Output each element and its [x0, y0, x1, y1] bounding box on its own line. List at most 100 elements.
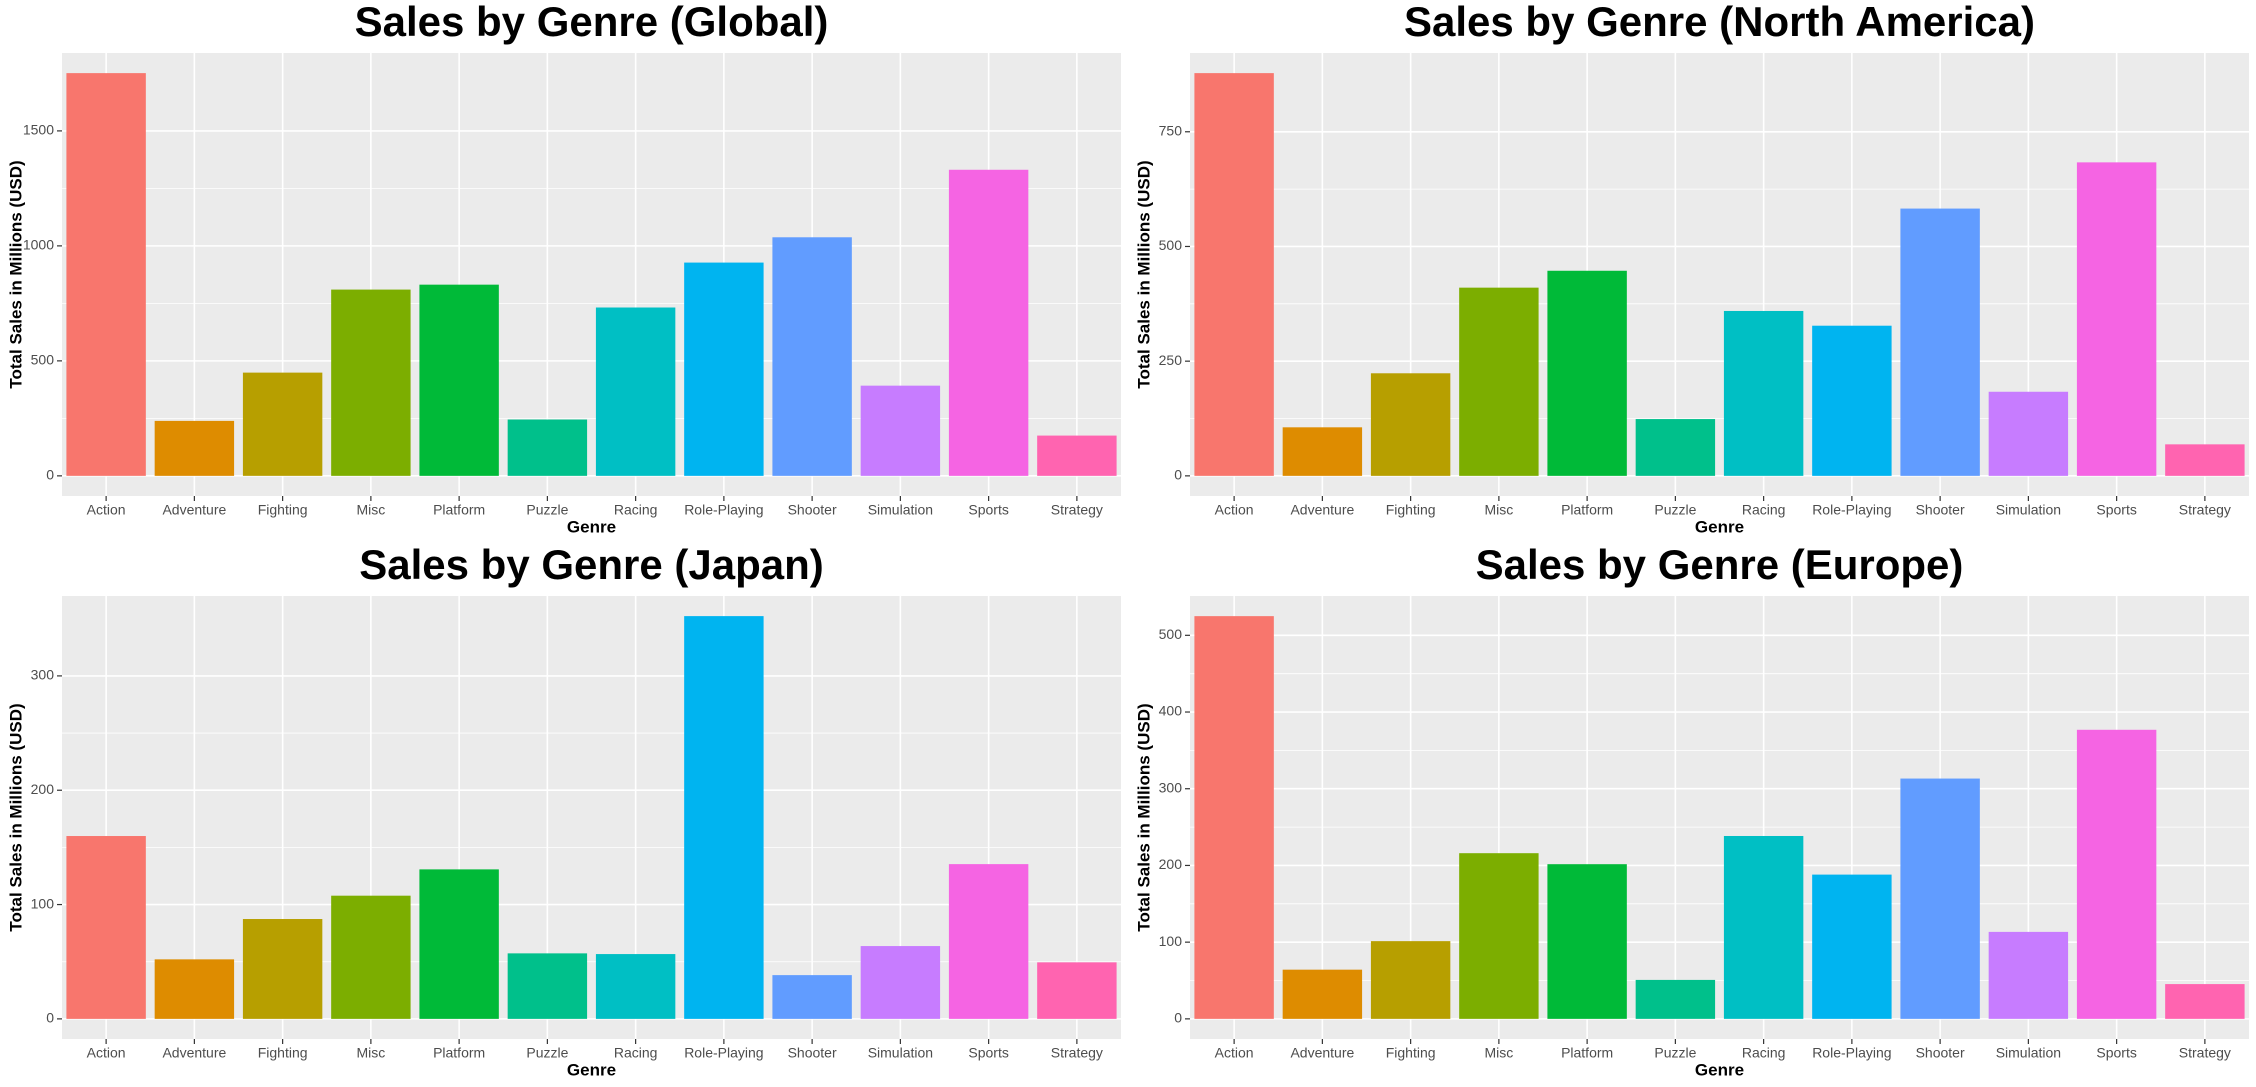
bar [772, 237, 852, 476]
panel-background [1190, 53, 2249, 496]
y-tick-label: 300 [1159, 779, 1183, 795]
x-tick-label: Adventure [162, 1045, 226, 1061]
x-tick-label: Role-Playing [684, 1045, 763, 1061]
x-tick-label: Role-Playing [1812, 1045, 1891, 1061]
bar [242, 919, 323, 1019]
bar [948, 169, 1029, 476]
y-tick-label: 250 [1159, 352, 1183, 368]
x-tick-label: Fighting [258, 1045, 308, 1061]
bar [595, 954, 676, 1019]
x-tick-label: Sports [2096, 1045, 2136, 1061]
x-tick-label: Simulation [868, 502, 933, 518]
y-tick-label: 400 [1159, 703, 1183, 719]
bar [1723, 310, 1804, 476]
bar [1194, 73, 1274, 476]
y-tick-label: 200 [1159, 856, 1183, 872]
bar [2165, 984, 2245, 1019]
bar [1900, 778, 1980, 1019]
chart-title: Sales by Genre (Japan) [359, 541, 824, 588]
x-tick-label: Shooter [1916, 502, 1965, 518]
x-tick-label: Action [1215, 502, 1254, 518]
bar [1037, 962, 1117, 1019]
y-axis-title: Total Sales in Millions (USD) [1134, 703, 1153, 931]
bar [2165, 444, 2245, 476]
bar [507, 953, 588, 1019]
bar [1988, 391, 2069, 476]
x-tick-label: Simulation [1996, 1045, 2061, 1061]
bar [66, 73, 146, 476]
y-axis-title: Total Sales in Millions (USD) [1134, 160, 1153, 388]
bar [1723, 835, 1804, 1019]
x-tick-label: Puzzle [526, 502, 568, 518]
x-tick-label: Adventure [162, 502, 226, 518]
x-axis-title: Genre [567, 517, 616, 536]
bar [331, 895, 411, 1019]
bar [1988, 931, 2069, 1019]
chart-title: Sales by Genre (Europe) [1476, 541, 1964, 588]
y-tick-label: 0 [46, 467, 54, 483]
x-tick-label: Role-Playing [684, 502, 763, 518]
y-tick-label: 1500 [23, 122, 54, 138]
x-tick-label: Adventure [1290, 502, 1354, 518]
bar [242, 372, 323, 476]
bar [419, 869, 499, 1019]
bar [1370, 941, 1451, 1019]
bar [1812, 325, 1892, 476]
y-tick-label: 750 [1159, 122, 1183, 138]
x-tick-label: Strategy [2179, 502, 2231, 518]
x-tick-label: Platform [1561, 502, 1613, 518]
panel-background [62, 596, 1121, 1039]
bar [1547, 270, 1627, 476]
y-tick-label: 0 [1174, 467, 1182, 483]
bar [1812, 874, 1892, 1019]
bar [331, 289, 411, 476]
bar [1635, 979, 1716, 1019]
x-tick-label: Misc [1484, 502, 1513, 518]
x-tick-label: Platform [1561, 1045, 1613, 1061]
x-tick-label: Racing [614, 1045, 658, 1061]
x-tick-label: Simulation [868, 1045, 933, 1061]
x-tick-label: Shooter [788, 1045, 837, 1061]
y-tick-label: 300 [31, 667, 55, 683]
bar [1282, 969, 1363, 1019]
bar [154, 959, 235, 1019]
y-axis-title: Total Sales in Millions (USD) [6, 160, 25, 388]
chart-panel: 0 250 500 750 Action Adventure Fighting Misc Pla… [1134, 0, 2249, 536]
bar [66, 836, 146, 1019]
chart-panel: 0 500 1000 1500 Action Adventure Fighting Misc P… [6, 0, 1121, 536]
bar [684, 616, 764, 1019]
bar [507, 419, 588, 476]
bar [684, 262, 764, 476]
chart-panel: 0 100 200 300 400 500 Action Adventure Fighting M… [1134, 541, 2249, 1079]
y-tick-label: 1000 [23, 237, 54, 253]
x-tick-label: Strategy [1051, 1045, 1103, 1061]
y-tick-label: 500 [31, 352, 55, 368]
chart-panel: 0 100 200 300 Action Adventure Fighting Misc Pla… [6, 541, 1121, 1079]
y-tick-label: 100 [31, 895, 55, 911]
bar [1459, 853, 1539, 1019]
bar [595, 307, 676, 476]
x-tick-label: Action [87, 1045, 126, 1061]
y-axis-title: Total Sales in Millions (USD) [6, 703, 25, 931]
y-tick-label: 200 [31, 781, 55, 797]
y-tick-label: 500 [1159, 626, 1183, 642]
x-tick-label: Misc [356, 1045, 385, 1061]
x-tick-label: Platform [433, 502, 485, 518]
x-tick-label: Strategy [2179, 1045, 2231, 1061]
x-tick-label: Misc [356, 502, 385, 518]
bar [154, 420, 235, 476]
x-tick-label: Racing [1742, 502, 1786, 518]
x-tick-label: Simulation [1996, 502, 2061, 518]
panel-background [62, 53, 1121, 496]
x-tick-label: Misc [1484, 1045, 1513, 1061]
x-tick-label: Racing [614, 502, 658, 518]
x-tick-label: Action [87, 502, 126, 518]
panel-background [1190, 596, 2249, 1039]
x-tick-label: Platform [433, 1045, 485, 1061]
bar [1194, 616, 1274, 1019]
x-tick-label: Strategy [1051, 502, 1103, 518]
x-axis-title: Genre [567, 1060, 616, 1079]
x-tick-label: Sports [2096, 502, 2136, 518]
bar [2076, 162, 2157, 476]
